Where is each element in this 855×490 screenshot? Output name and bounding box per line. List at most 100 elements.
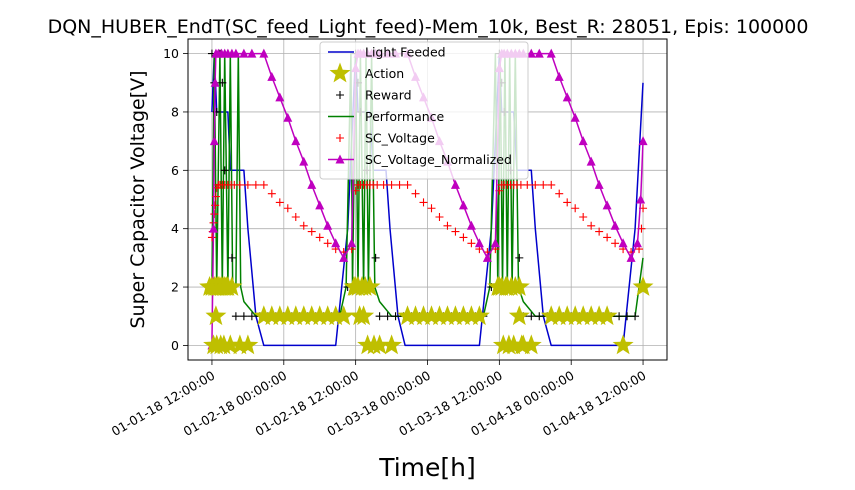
action-point (269, 305, 291, 326)
action-point (317, 305, 339, 326)
light-feeded-series (211, 52, 644, 347)
reward-point (247, 312, 256, 321)
sc-voltage-point (451, 227, 460, 236)
y-tick-label: 8 (171, 104, 179, 119)
sc-voltage-point (419, 198, 428, 207)
sc-voltage-normalized-legend-label: SC_Voltage_Normalized (365, 152, 512, 167)
action-point (453, 305, 474, 326)
sc-voltage-normalized-point (209, 136, 219, 146)
sc-voltage-normalized-point (347, 238, 357, 248)
action-point (437, 305, 458, 326)
action-point (540, 305, 562, 326)
sc-voltage-normalized-point (474, 238, 484, 248)
reward-point (623, 312, 632, 321)
series-layer (199, 48, 654, 355)
sc-voltage-point (595, 227, 604, 236)
action-point (405, 305, 426, 326)
sc-voltage-normalized-point (636, 194, 646, 204)
action-point (285, 305, 307, 326)
sc-voltage-point (411, 189, 420, 198)
action-point (221, 276, 243, 296)
sc-voltage-normalized-point (466, 220, 476, 230)
sc-voltage-point (427, 204, 436, 213)
reward-point (535, 312, 544, 321)
sc-voltage-point (459, 233, 468, 242)
sc-voltage-normalized-point (315, 200, 325, 210)
sc-voltage-point (235, 180, 244, 189)
action-point (229, 334, 251, 355)
action-point (503, 334, 525, 355)
y-tick-label: 6 (171, 163, 179, 178)
sc-voltage-point (267, 189, 276, 198)
sc-voltage-normalized-point (267, 71, 277, 81)
action-point (508, 305, 530, 326)
action-point (445, 305, 466, 326)
action-point (421, 305, 442, 326)
reward-point (220, 166, 229, 175)
action-legend-label: Action (365, 66, 404, 81)
sc-voltage-point (275, 198, 284, 207)
action-legend-marker (329, 62, 351, 83)
sc-voltage-normalized-point (209, 223, 219, 233)
action-point (369, 334, 391, 355)
action-point (460, 305, 482, 326)
sc-voltage-point (291, 213, 300, 222)
reward-point (391, 312, 400, 321)
sc-voltage-normalized-point (231, 48, 241, 58)
action-point (301, 305, 323, 326)
reward-point (375, 312, 384, 321)
reward-point (231, 312, 240, 321)
sc-voltage-normalized-point (610, 220, 620, 230)
sc-voltage-point (587, 221, 596, 230)
sc-voltage-point (207, 233, 216, 242)
sc-voltage-normalized-point (526, 48, 536, 58)
sc-voltage-point (563, 198, 572, 207)
sc-voltage-legend-label: SC_Voltage (365, 131, 435, 146)
reward-legend-marker (336, 91, 344, 99)
action-point (588, 305, 610, 326)
action-point (632, 276, 654, 296)
action-point (548, 305, 570, 326)
reward-point (239, 312, 248, 321)
sc-voltage-normalized-point (259, 48, 269, 58)
sc-voltage-point (243, 180, 252, 189)
y-axis-label: Super Capacitor Voltage[V] (127, 70, 149, 328)
action-point (359, 276, 381, 296)
sc-voltage-normalized-point (239, 48, 249, 58)
sc-voltage-normalized-point (546, 48, 556, 58)
sc-voltage-normalized-point (618, 238, 628, 248)
sc-voltage-point (547, 180, 556, 189)
sc-voltage-normalized-point (331, 238, 341, 248)
sc-voltage-point (259, 180, 268, 189)
action-point (556, 305, 578, 326)
reward-point (615, 312, 624, 321)
sc-voltage-normalized-legend-marker (335, 154, 345, 164)
sc-voltage-normalized-point (450, 179, 460, 189)
action-point (253, 305, 275, 326)
sc-voltage-normalized-point (247, 48, 257, 58)
chart-title: DQN_HUBER_EndT(SC_feed_Light_feed)-Mem_1… (48, 16, 809, 38)
reward-legend-label: Reward (365, 88, 412, 103)
y-tick-label: 10 (163, 46, 179, 61)
sc-voltage-point (379, 180, 388, 189)
sc-voltage-point (323, 239, 332, 248)
sc-voltage-point (387, 180, 396, 189)
action-point (333, 305, 355, 326)
action-point (520, 334, 542, 355)
sc-voltage-point (531, 180, 540, 189)
sc-voltage-normalized-point (594, 179, 604, 189)
reward-point (371, 253, 380, 262)
sc-voltage-point (611, 239, 620, 248)
action-point (508, 276, 530, 296)
sc-voltage-normalized-point (626, 252, 636, 262)
sc-voltage-legend-marker (336, 134, 344, 142)
action-point (205, 305, 227, 326)
sc-voltage-point (403, 180, 412, 189)
reward-point (515, 253, 524, 262)
action-point (468, 305, 490, 326)
sc-voltage-point (307, 227, 316, 236)
sc-voltage-normalized-point (602, 200, 612, 210)
action-point (429, 305, 450, 326)
reward-point (383, 312, 392, 321)
